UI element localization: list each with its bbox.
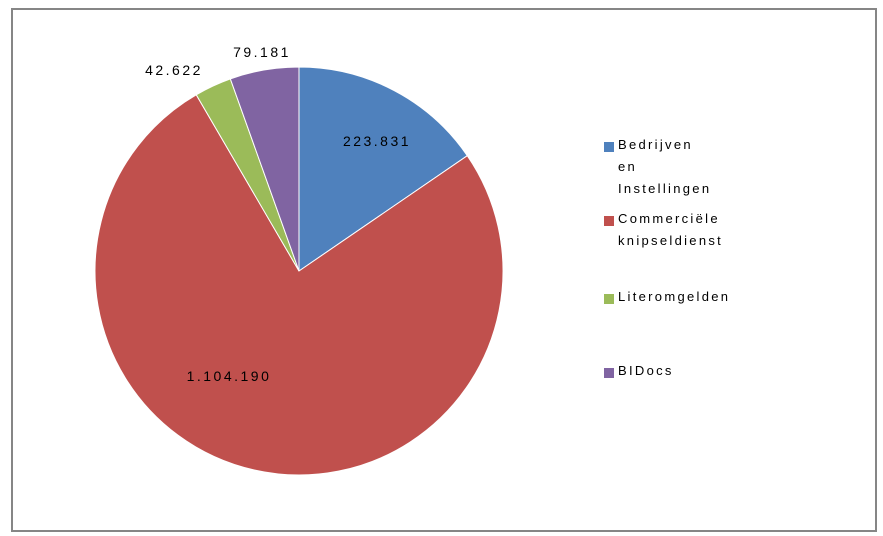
legend-item-literomgelden[interactable]: Literomgelden — [604, 289, 730, 308]
legend-label-bidocs: BIDocs — [618, 363, 674, 378]
legend-item-commerciele-knipseldienst[interactable]: Commerciële knipseldienst — [604, 211, 723, 252]
data-label-bidocs: 79.181 — [233, 44, 291, 60]
legend-swatch-literomgelden — [604, 294, 614, 304]
legend-swatch-bidocs — [604, 368, 614, 378]
pie-data-labels: 223.831 1.104.190 42.622 79.181 — [145, 44, 411, 384]
pie-slice-commerciele-knipseldienst[interactable] — [94, 94, 504, 476]
data-label-literomgelden: 42.622 — [145, 62, 203, 78]
legend-label-literomgelden: Literomgelden — [618, 289, 731, 304]
data-label-bedrijven-en-instellingen: 223.831 — [343, 133, 411, 149]
pie-slice-bedrijven-en-instellingen[interactable] — [298, 66, 468, 272]
legend-label-bedrijven-en-instellingen: Bedrijven en Instellingen — [618, 137, 712, 196]
legend-label-commerciele-knipseldienst: Commerciële knipseldienst — [618, 211, 724, 248]
legend-item-bidocs[interactable]: BIDocs — [604, 363, 674, 382]
legend-item-bedrijven-en-instellingen[interactable]: Bedrijven en Instellingen — [604, 137, 711, 200]
pie-slices — [94, 66, 504, 476]
pie-slice-bidocs[interactable] — [229, 66, 300, 272]
data-label-commerciele-knipseldienst: 1.104.190 — [187, 368, 272, 384]
legend-swatch-commerciele-knipseldienst — [604, 216, 614, 226]
legend-swatch-bedrijven-en-instellingen — [604, 142, 614, 152]
